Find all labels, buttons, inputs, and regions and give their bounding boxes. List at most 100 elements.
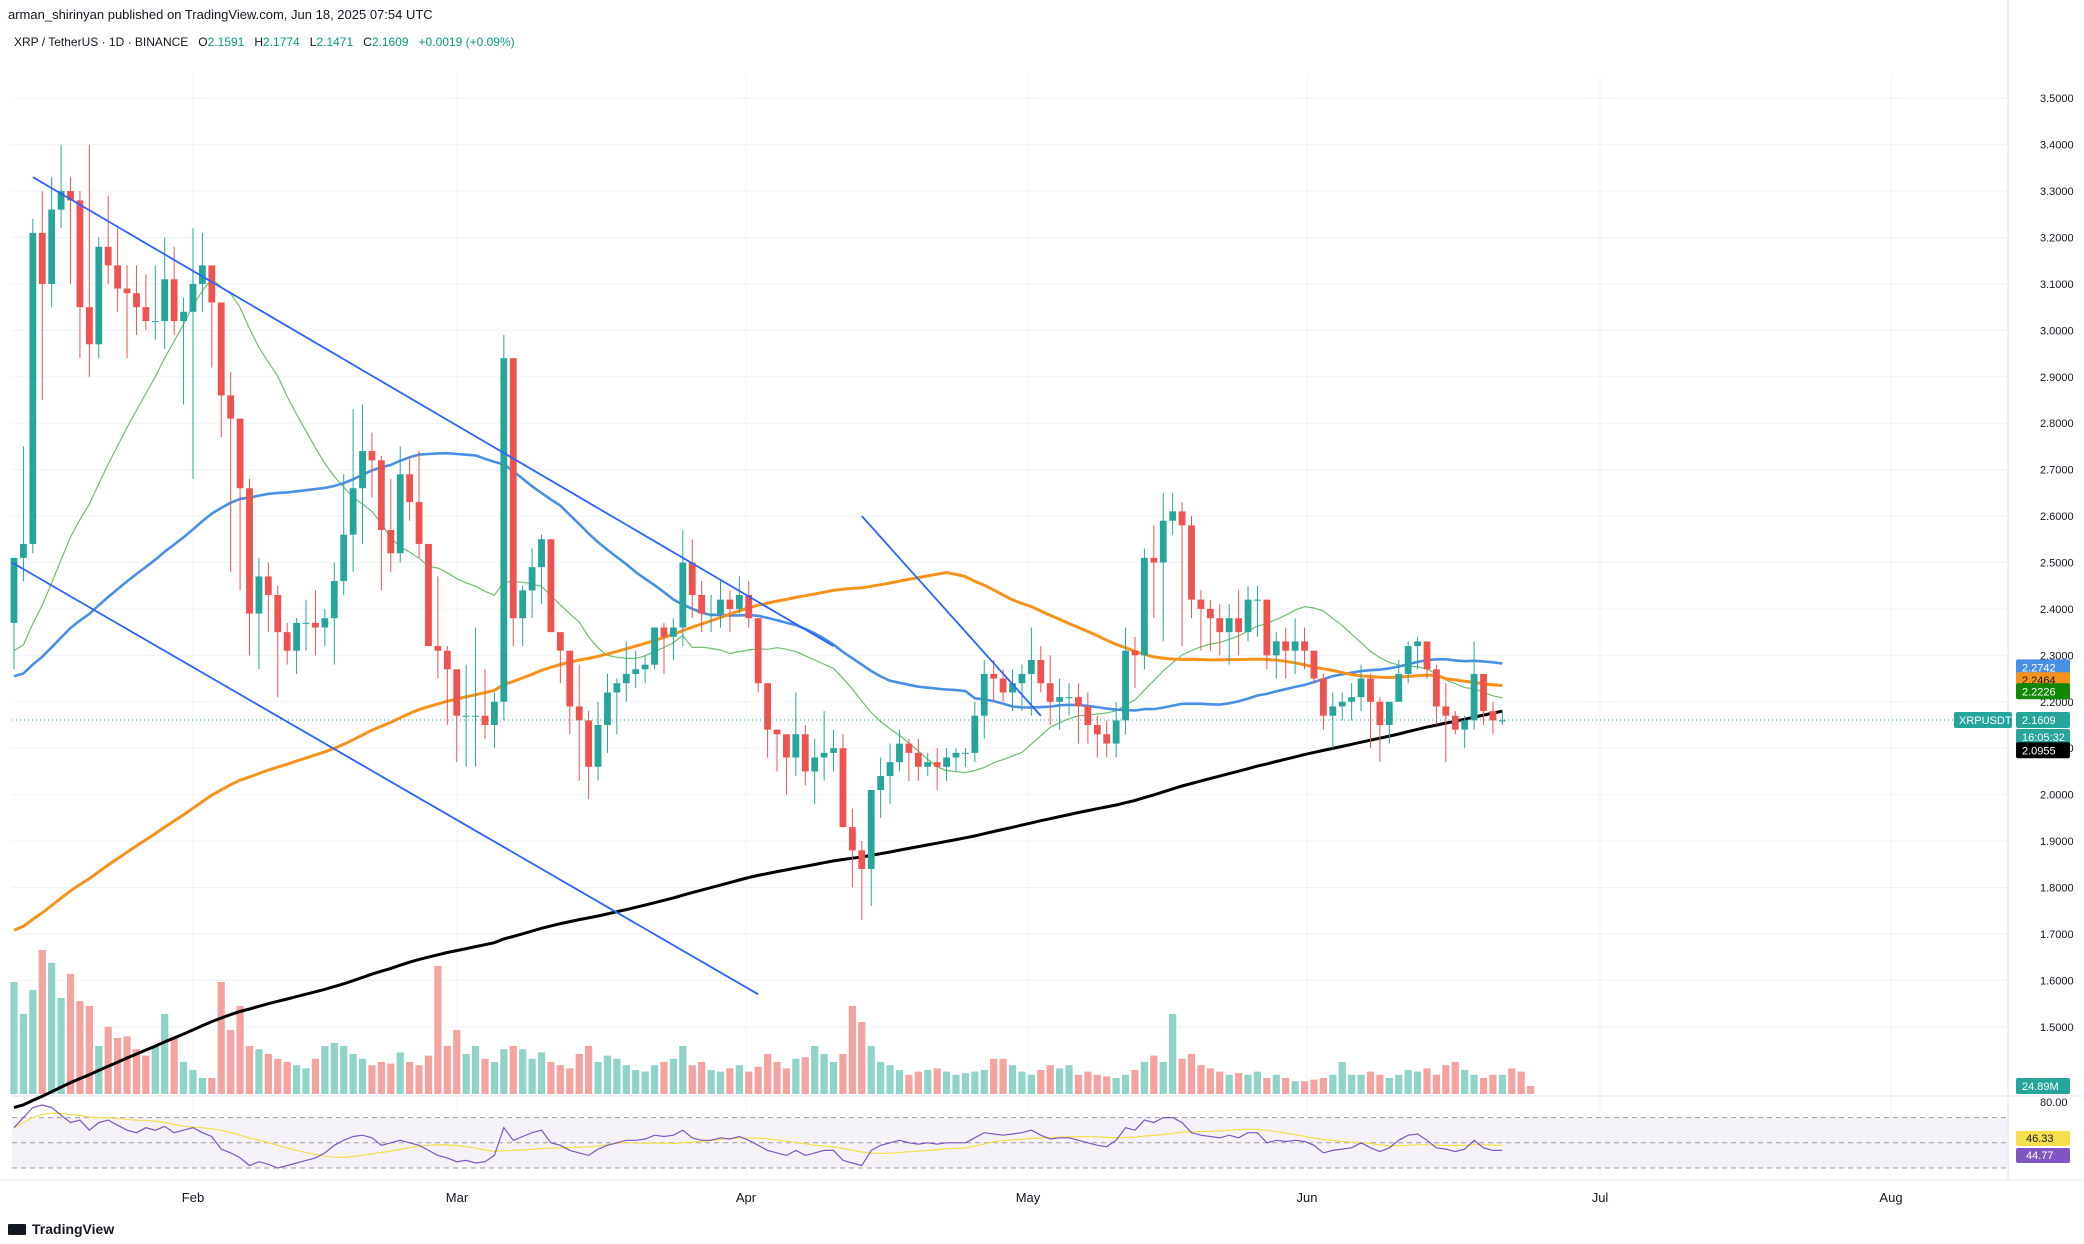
high-label: H — [254, 35, 264, 49]
volume-bar — [179, 1062, 188, 1094]
volume-bar — [1037, 1070, 1045, 1094]
volume-bar — [1008, 1065, 1017, 1094]
candle-body — [585, 720, 593, 767]
candle-body — [377, 460, 385, 530]
candle-body — [1329, 706, 1337, 716]
candle-body — [1093, 725, 1101, 735]
volume-bar — [387, 1063, 395, 1094]
candle-body — [1197, 599, 1205, 609]
price-label-text: 16:05:32 — [2022, 732, 2065, 744]
tradingview-logo[interactable]: TradingView — [8, 1221, 114, 1237]
volume-bar — [274, 1058, 282, 1094]
volume-bar — [603, 1055, 612, 1094]
volume-bar — [1018, 1071, 1026, 1094]
open-value: 2.1591 — [207, 35, 245, 49]
candle-body — [48, 209, 56, 284]
volume-bar — [368, 1065, 376, 1094]
candle-body — [1159, 520, 1167, 563]
volume-bar — [1348, 1074, 1356, 1094]
candle-body — [820, 752, 828, 758]
volume-bar — [632, 1070, 640, 1094]
volume-bar — [1225, 1074, 1233, 1094]
symbol-tag-box — [1954, 711, 2012, 728]
candle-body — [302, 622, 310, 624]
time-tick-label: Aug — [1879, 1190, 1902, 1205]
candle-body — [321, 618, 329, 628]
volume-bar — [905, 1074, 913, 1094]
symbol-name[interactable]: XRP / TetherUS · 1D · BINANCE — [14, 35, 189, 49]
candle-body — [264, 576, 272, 595]
price-tick-label: 2.2000 — [2040, 697, 2074, 709]
price-label-box — [2016, 742, 2070, 759]
volume-bar — [1197, 1065, 1205, 1094]
volume-bar — [716, 1071, 725, 1094]
volume-bar — [698, 1062, 706, 1094]
rsi-ma-label: 46.33 — [2026, 1133, 2054, 1145]
price-tick-label: 3.2000 — [2040, 233, 2074, 245]
symbol-tag-text: XRPUSDT — [1959, 715, 2012, 727]
candle-body — [1470, 673, 1478, 721]
candle-body — [1018, 673, 1026, 684]
candle-body — [1423, 641, 1431, 670]
candle-body — [604, 692, 611, 725]
candle-body — [801, 734, 809, 772]
volume-bar — [1329, 1074, 1337, 1094]
volume-bar — [867, 1046, 875, 1094]
candle-body — [20, 543, 27, 558]
candle-body — [274, 595, 282, 633]
candle-body — [359, 451, 366, 489]
candle-body — [519, 590, 527, 619]
volume-bar — [330, 1042, 338, 1094]
volume-bar — [622, 1065, 630, 1094]
candle-body — [933, 762, 941, 767]
price-tick-label: 1.9000 — [2040, 836, 2074, 848]
candle-body — [1075, 697, 1082, 707]
candle-body — [660, 627, 668, 637]
volume-bar — [1027, 1074, 1035, 1094]
candle-body — [1178, 511, 1186, 526]
volume-bar — [1093, 1074, 1101, 1094]
volume-bar — [961, 1073, 970, 1094]
volume-bar — [1442, 1065, 1450, 1094]
candle-body — [1131, 650, 1139, 656]
candle-body — [999, 678, 1007, 693]
volume-bar — [462, 1054, 470, 1094]
candle-body — [29, 232, 37, 544]
volume-bar — [311, 1058, 320, 1094]
volume-bar — [820, 1054, 828, 1094]
volume-bar — [104, 1026, 112, 1094]
volume-bar — [575, 1054, 583, 1094]
ma-100-line — [13, 570, 1503, 932]
volume-bar — [85, 1006, 93, 1094]
candle-body — [1310, 650, 1318, 679]
candle-body — [848, 827, 856, 851]
candle-body — [698, 595, 706, 614]
volume-bar — [123, 1036, 131, 1094]
candle-body — [651, 627, 658, 665]
volume-bar — [1244, 1074, 1252, 1094]
volume-bar — [613, 1058, 621, 1094]
candle-body — [217, 302, 225, 396]
candle-body — [1348, 697, 1356, 702]
candle-body — [679, 562, 687, 628]
volume-bar — [1527, 1086, 1535, 1094]
price-tick-label: 2.4000 — [2040, 604, 2074, 616]
volume-bar — [406, 1062, 414, 1094]
price-tick-label: 1.6000 — [2040, 975, 2074, 987]
candle-body — [293, 622, 300, 651]
candle-body — [830, 748, 837, 753]
volume-bar — [66, 974, 75, 1094]
volume-bar — [1489, 1074, 1497, 1094]
candle-body — [114, 265, 122, 289]
candle-body — [547, 539, 555, 633]
volume-bar — [980, 1070, 988, 1094]
volume-bar — [19, 1014, 28, 1094]
candle-body — [1263, 599, 1271, 656]
candle-body — [491, 701, 498, 725]
volume-bar — [245, 1046, 254, 1094]
high-value: 2.1774 — [263, 35, 300, 49]
lower-channel-trendline — [11, 561, 759, 996]
open-label: O — [198, 35, 208, 49]
volume-bar — [500, 1049, 508, 1094]
